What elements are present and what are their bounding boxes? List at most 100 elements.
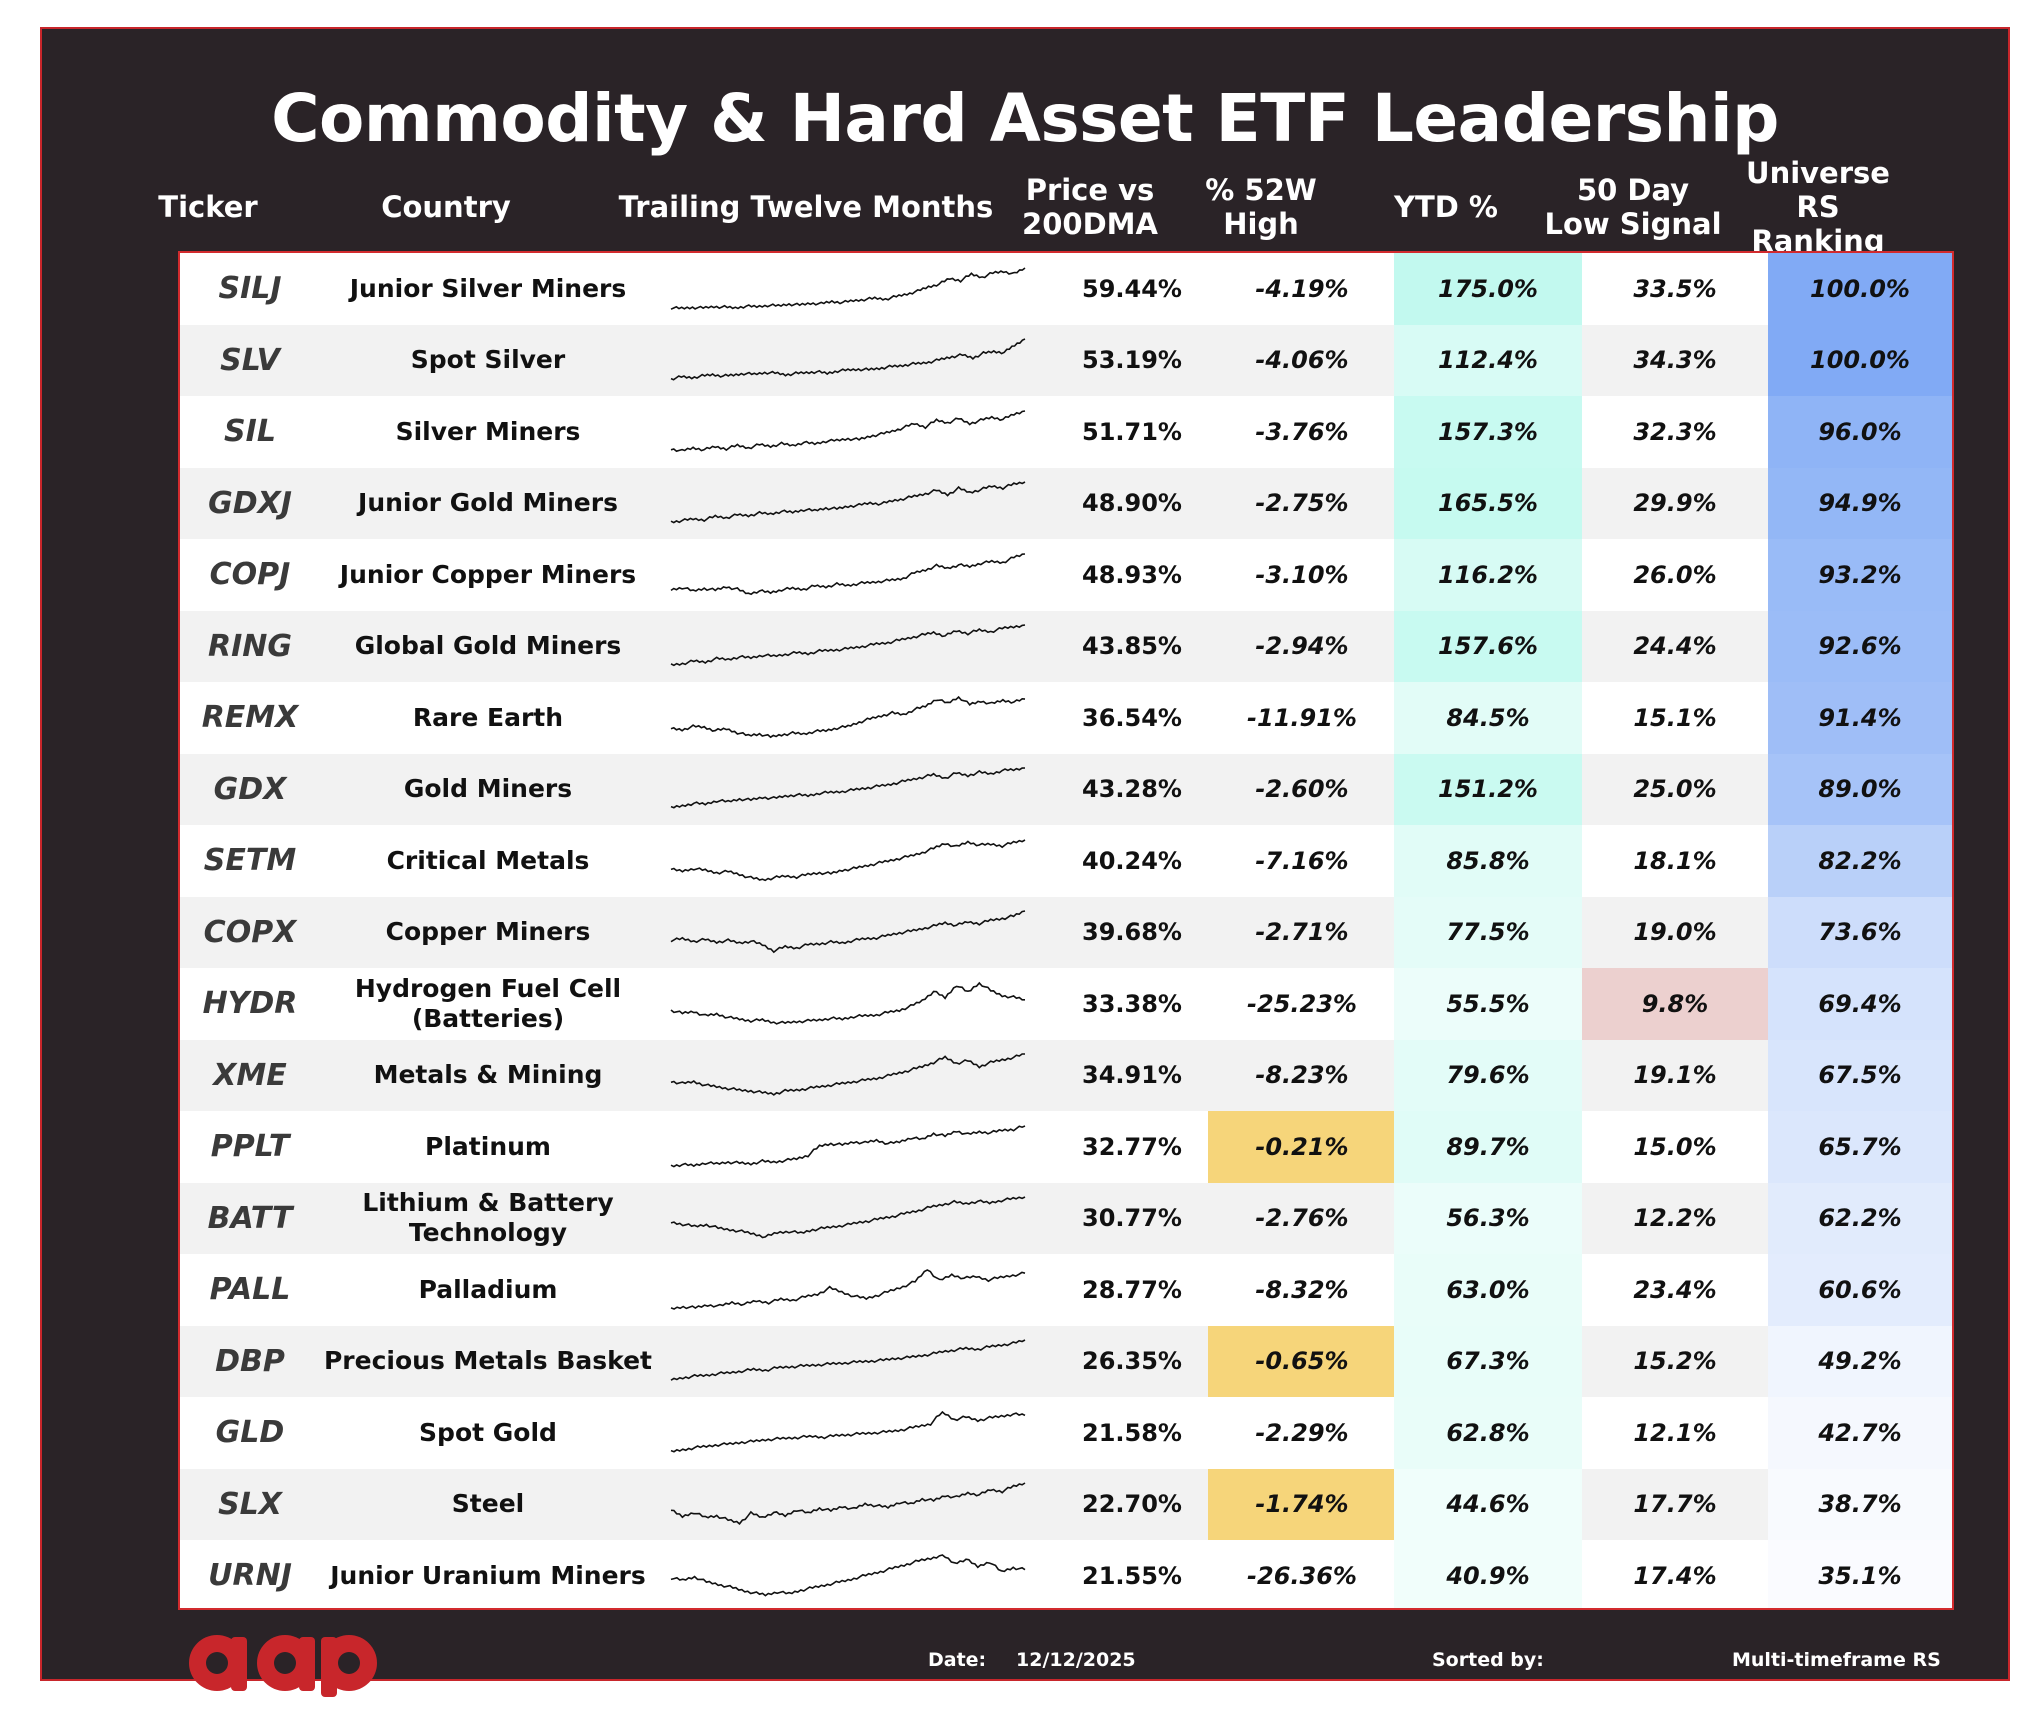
sparkline-cell: [656, 754, 1040, 826]
ticker-cell: GDXJ: [208, 485, 292, 521]
price-vs-200dma-cell: 43.28%: [1082, 775, 1182, 804]
etf-table: SILJ Junior Silver Miners 59.44% -4.19% 175.…: [178, 251, 1954, 1610]
low-signal-cell: 29.9%: [1633, 489, 1717, 518]
pct-52w-high-cell: -1.74%: [1208, 1468, 1396, 1540]
ticker-cell: COPX: [203, 914, 297, 950]
table-row: GDXJ Junior Gold Miners 48.90% -2.75% 165.5%…: [180, 467, 1952, 540]
sparkline-series: [670, 1053, 1025, 1097]
ticker-cell: SILJ: [218, 271, 282, 307]
sorted-value: Multi-timeframe RS: [1732, 1649, 1941, 1671]
dashboard-frame: Commodity & Hard Asset ETF Leadership Ti…: [40, 27, 2010, 1697]
low-signal-cell: 25.0%: [1633, 775, 1717, 804]
ytd-cell: 116.2%: [1394, 539, 1582, 611]
sparkline-chart: [670, 1482, 1026, 1526]
low-signal-cell: 34.3%: [1633, 346, 1717, 375]
sparkline-series: [670, 767, 1026, 809]
sparkline-chart: [670, 1053, 1025, 1097]
ytd-cell: 62.8%: [1394, 1397, 1582, 1469]
sparkline-cell: [656, 968, 1040, 1040]
name-cell: Steel: [451, 1489, 525, 1519]
sparkline-chart: [670, 1410, 1026, 1453]
sparkline-chart: [670, 267, 1026, 310]
pct-52w-high-cell: -8.23%: [1255, 1061, 1349, 1090]
sparkline-cell: [656, 1397, 1040, 1469]
table-row: DBP Precious Metals Basket 26.35% -0.65% 67.…: [180, 1325, 1952, 1397]
header-country: Country: [381, 190, 511, 224]
ytd-cell: 77.5%: [1394, 896, 1582, 968]
sparkline-chart: [670, 839, 1026, 882]
ticker-cell: SETM: [203, 843, 297, 879]
name-cell: Gold Miners: [403, 774, 573, 804]
low-signal-cell: 26.0%: [1633, 560, 1717, 589]
header-ytd: YTD %: [1393, 190, 1498, 224]
ytd-cell: 85.8%: [1394, 825, 1582, 897]
price-vs-200dma-cell: 53.19%: [1082, 346, 1182, 375]
header-price-vs-200dma: Price vs 200DMA: [1022, 173, 1158, 241]
ytd-cell: 40.9%: [1394, 1540, 1582, 1608]
name-cell: Hydrogen Fuel Cell (Batteries): [354, 973, 622, 1033]
rs-ranking-cell: 82.2%: [1768, 825, 1952, 897]
price-vs-200dma-cell: 36.54%: [1082, 703, 1182, 732]
ticker-cell: URNJ: [208, 1558, 292, 1594]
table-row: COPJ Junior Copper Miners 48.93% -3.10% 116.…: [180, 539, 1952, 611]
table-row: GLD Spot Gold 21.58% -2.29% 62.8% 12.1% 42.7%: [180, 1397, 1952, 1469]
header-52w-high: % 52W High: [1205, 173, 1317, 241]
sparkline-series: [670, 409, 1026, 452]
rs-ranking-cell: 73.6%: [1768, 896, 1952, 968]
name-cell: Platinum: [425, 1131, 551, 1161]
rs-ranking-cell: 93.2%: [1768, 539, 1952, 611]
pct-52w-high-cell: -26.36%: [1247, 1561, 1357, 1590]
ticker-cell: REMX: [201, 700, 299, 736]
low-signal-cell: 17.4%: [1633, 1561, 1717, 1590]
pct-52w-high-cell: -4.06%: [1255, 346, 1349, 375]
low-signal-cell: 15.1%: [1633, 703, 1717, 732]
name-cell: Precious Metals Basket: [323, 1346, 653, 1376]
page-title: Commodity & Hard Asset ETF Leadership: [271, 80, 1779, 157]
price-vs-200dma-cell: 40.24%: [1082, 846, 1182, 875]
price-vs-200dma-cell: 33.38%: [1082, 989, 1182, 1018]
ytd-cell: 151.2%: [1394, 753, 1582, 825]
pct-52w-high-cell: -0.65%: [1208, 1325, 1396, 1397]
pct-52w-high-cell: -2.29%: [1255, 1418, 1349, 1447]
pct-52w-high-cell: -2.75%: [1255, 489, 1349, 518]
ytd-cell: 175.0%: [1394, 253, 1582, 325]
brand-logo-icon: [189, 1635, 377, 1697]
low-signal-cell: 19.1%: [1633, 1061, 1717, 1090]
sparkline-cell: [656, 468, 1040, 540]
sparkline-chart: [670, 552, 1026, 595]
rs-ranking-cell: 91.4%: [1768, 682, 1952, 754]
header-ticker: Ticker: [158, 190, 258, 224]
pct-52w-high-cell: -4.19%: [1255, 274, 1349, 303]
price-vs-200dma-cell: 59.44%: [1082, 274, 1182, 303]
sparkline-series: [670, 1553, 1026, 1597]
sparkline-series: [670, 981, 1025, 1025]
price-vs-200dma-cell: 22.70%: [1082, 1490, 1182, 1519]
low-signal-cell: 23.4%: [1633, 1275, 1717, 1304]
price-vs-200dma-cell: 43.85%: [1082, 632, 1182, 661]
ticker-cell: RING: [208, 628, 292, 664]
price-vs-200dma-cell: 48.90%: [1082, 489, 1182, 518]
pct-52w-high-cell: -2.94%: [1255, 632, 1349, 661]
price-vs-200dma-cell: 32.77%: [1082, 1132, 1182, 1161]
low-signal-cell: 15.2%: [1633, 1347, 1717, 1376]
rs-ranking-cell: 42.7%: [1768, 1397, 1952, 1469]
rs-ranking-cell: 69.4%: [1768, 968, 1952, 1040]
low-signal-cell: 12.2%: [1633, 1204, 1717, 1233]
rs-ranking-cell: 65.7%: [1768, 1111, 1952, 1183]
rs-ranking-cell: 49.2%: [1768, 1325, 1952, 1397]
sparkline-chart: [670, 981, 1025, 1025]
low-signal-cell: 32.3%: [1633, 417, 1717, 446]
pct-52w-high-cell: -2.60%: [1255, 775, 1349, 804]
rs-ranking-cell: 100.0%: [1768, 324, 1952, 396]
ticker-cell: BATT: [207, 1200, 293, 1236]
ticker-cell: XME: [213, 1057, 287, 1093]
low-signal-cell: 12.1%: [1633, 1418, 1717, 1447]
ticker-cell: PALL: [209, 1272, 291, 1308]
sparkline-series: [670, 1196, 1026, 1239]
sparkline-series: [670, 624, 1026, 667]
ytd-cell: 55.5%: [1394, 968, 1582, 1040]
low-signal-cell: 24.4%: [1633, 632, 1717, 661]
rs-ranking-cell: 62.2%: [1768, 1182, 1952, 1254]
table-row: HYDR Hydrogen Fuel Cell (Batteries) 33.38%…: [180, 968, 1952, 1040]
ytd-cell: 63.0%: [1394, 1254, 1582, 1326]
